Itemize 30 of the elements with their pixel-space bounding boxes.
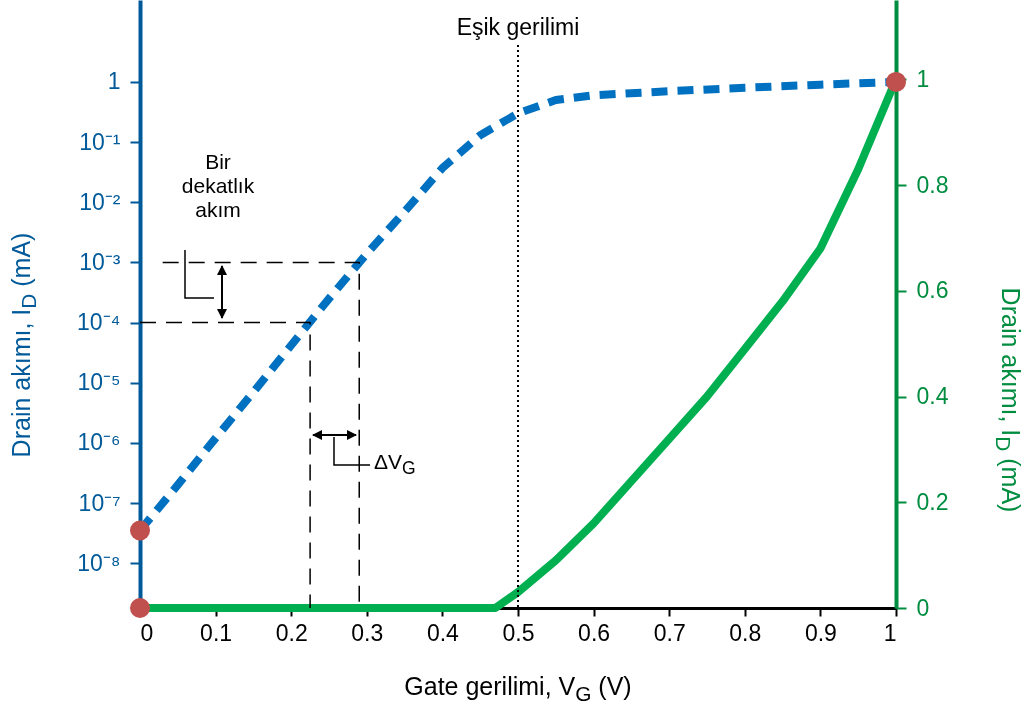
y-tick-label: 10⁻⁷ bbox=[78, 489, 121, 516]
x-tick-label: 0.5 bbox=[502, 619, 535, 646]
y-tick-label: 10⁻⁸ bbox=[77, 549, 121, 576]
y-tick-label: 10⁻⁶ bbox=[77, 429, 121, 456]
y-tick-label: 1 bbox=[107, 68, 121, 95]
x-tick-label: 0.1 bbox=[200, 619, 233, 646]
x-tick-label: 0.4 bbox=[426, 619, 460, 646]
y2-tick-label: 0.8 bbox=[916, 171, 949, 198]
annotation: ΔV$_{G}$ bbox=[374, 450, 416, 480]
y-tick-label: 10⁻⁴ bbox=[77, 309, 121, 336]
y2-tick-label: 0.4 bbox=[916, 383, 949, 410]
x-tick-label: 0.6 bbox=[578, 619, 611, 646]
y2-tick-label: 0.2 bbox=[916, 488, 949, 515]
annotation: Bir dekatlık akım bbox=[180, 150, 256, 222]
ref-line-label: Eşik gerilimi bbox=[456, 14, 580, 40]
x-axis-title: Gate gerilimi, V$_{G}$ (V) bbox=[404, 672, 632, 706]
x-tick-label: 0.2 bbox=[275, 619, 308, 646]
y-tick-label: 10⁻³ bbox=[79, 248, 121, 275]
y-tick-label: 10⁻¹ bbox=[79, 128, 121, 155]
x-tick-label: 0 bbox=[140, 619, 154, 646]
y2-tick-label: 1 bbox=[916, 65, 930, 92]
y2-tick-label: 0.6 bbox=[916, 277, 949, 304]
y-tick-label: 10⁻² bbox=[79, 188, 121, 215]
y2-tick-label: 0 bbox=[916, 594, 930, 621]
x-tick-label: 0.7 bbox=[653, 619, 686, 646]
x-tick-label: 0.8 bbox=[729, 619, 762, 646]
x-tick-label: 0.3 bbox=[351, 619, 384, 646]
x-tick-label: 1 bbox=[883, 619, 897, 646]
x-tick-label: 0.9 bbox=[804, 619, 837, 646]
y-tick-label: 10⁻⁵ bbox=[77, 369, 121, 396]
